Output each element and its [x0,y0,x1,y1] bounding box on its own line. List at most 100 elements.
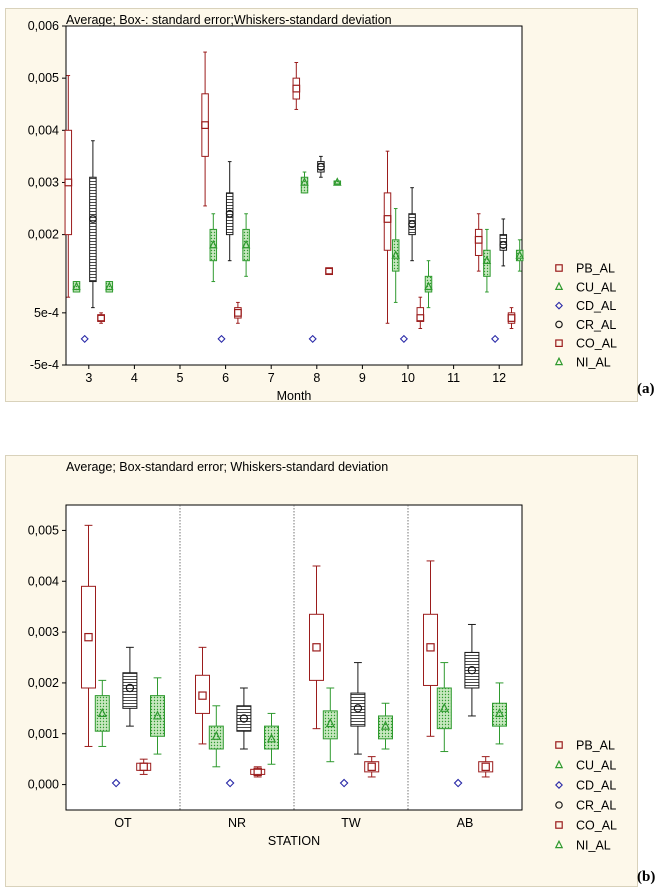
chart-panel-station: Average; Box-standard error; Whiskers-st… [5,455,638,887]
x-tick-label: NR [228,816,246,830]
legend-label: CR_AL [576,318,616,332]
series-co-al [97,267,516,329]
mean-marker [253,767,262,777]
se-box [94,695,110,732]
se-box [97,314,105,322]
x-tick-label: 3 [85,371,92,385]
se-box [250,768,266,775]
legend-marker [555,801,563,809]
se-box [309,613,324,681]
legend-label: CU_AL [576,280,616,294]
x-tick-label: 11 [447,371,460,385]
se-box [292,77,301,100]
se-box [322,710,338,740]
mean-marker [453,778,463,788]
se-box [236,705,252,732]
mean-marker [367,762,376,771]
legend-marker [555,741,563,749]
mean-marker [80,334,89,344]
mean-marker [383,215,392,223]
y-tick-label: -5e-4 [30,358,59,372]
mean-marker [507,314,516,322]
mean-marker [491,334,500,344]
legend-marker [555,320,563,329]
mean-marker [333,177,342,186]
x-tick-label: 4 [131,371,138,385]
mean-marker [72,281,81,291]
mean-marker [211,730,221,740]
legend-marker [555,339,563,348]
x-tick-label: 5 [177,371,184,385]
mean-marker [325,718,335,728]
mean-marker [209,239,218,249]
se-box [436,687,452,730]
se-box [350,692,366,727]
series-cd-al [80,334,500,344]
mean-marker [380,720,391,730]
se-box [464,651,480,689]
se-box [474,228,483,256]
se-box [492,702,507,727]
x-tick-label: TW [341,816,361,830]
series-cr-al [88,140,508,309]
se-box [416,307,425,322]
chart-station-svg: 0,000 0,001 0,002 0,003 0,004 0,005 OT NR TW AB ST… [28,504,617,853]
x-axis-title: STATION [268,834,320,848]
mean-marker [499,241,508,249]
mean-marker [353,704,363,713]
mean-marker [416,314,425,322]
se-box [208,725,224,750]
mean-marker [139,762,148,771]
x-tick-label: AB [457,816,474,830]
mean-marker [482,255,492,264]
legend-label: CO_AL [576,819,617,833]
y-tick-label: 5e-4 [34,306,59,320]
mean-marker [467,666,477,675]
mean-marker [474,235,483,244]
mean-marker [426,643,435,652]
mean-marker [64,178,73,187]
se-box [325,268,333,275]
mean-marker [339,778,349,788]
mean-marker [105,281,114,291]
y-tick-label: 0,005 [28,71,59,85]
series-cu-al [94,662,452,768]
mean-marker [494,707,505,718]
mean-marker [217,334,226,344]
se-box [499,234,508,251]
chart-month-svg: -5e-4 5e-4 0,002 0,003 0,004 0,005 0,006 3 4 5 6 7 8… [28,19,617,403]
chart-title: Average; Box-: standard error;Whiskers-s… [66,13,392,27]
legend-marker [554,281,564,290]
x-tick-label: OT [114,816,132,830]
mean-marker [239,714,249,723]
y-tick-label: 0,005 [28,523,59,537]
legend-label: PB_AL [576,262,615,276]
se-box [122,672,138,709]
legend-marker [554,356,564,366]
mean-marker [424,281,433,291]
y-tick-label: 0,003 [28,625,59,639]
mean-marker [515,250,524,259]
se-box [478,761,494,773]
x-tick-label: 12 [492,371,506,385]
mean-marker [97,707,107,718]
panel-label-a: (a) [637,381,655,397]
mean-marker [399,334,408,344]
se-box [408,213,416,236]
mean-marker [234,308,242,317]
mean-marker [201,121,210,129]
mean-marker [111,778,121,788]
legend-label: CD_AL [576,299,616,313]
se-box [378,715,393,740]
mean-marker [439,702,449,712]
legend-label: NI_AL [576,356,611,370]
legend-marker [555,821,563,829]
se-box [81,585,96,689]
mean-marker [300,177,309,186]
series-cr-al [122,623,480,755]
se-box [150,695,165,737]
legend-marker [554,839,564,849]
series-ni-al [150,677,507,765]
se-box [333,180,342,185]
y-tick-label: 0,006 [28,19,59,33]
